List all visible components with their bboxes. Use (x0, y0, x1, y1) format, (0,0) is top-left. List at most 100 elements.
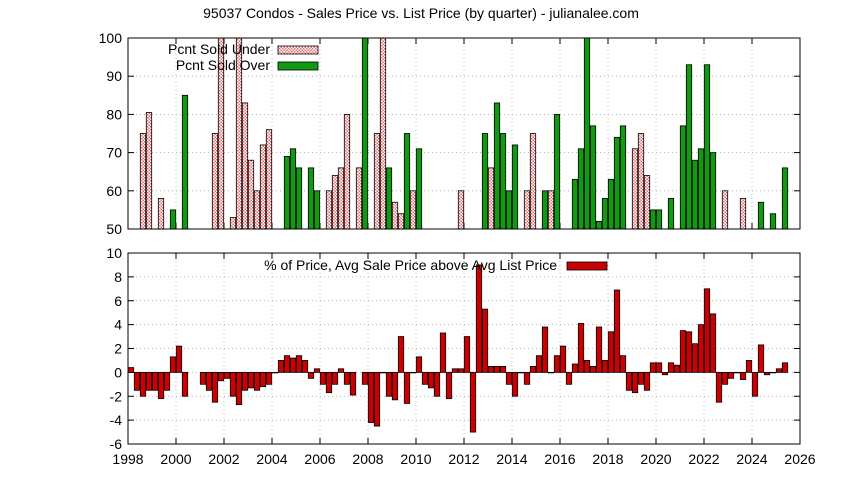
bar-avg-sale-above-list (361, 371, 369, 385)
bar-avg-sale-above-list (247, 371, 255, 389)
bar-sold-over (403, 133, 411, 230)
y-tick-label: 8 (114, 269, 122, 285)
bar-avg-sale-above-list (415, 356, 423, 373)
x-tick-label: 2014 (496, 451, 527, 467)
bar-avg-sale-above-list (469, 371, 477, 433)
bar-sold-over (601, 198, 609, 230)
bar-avg-sale-above-list (517, 371, 525, 374)
chart-title: 95037 Condos - Sales Price vs. List Pric… (203, 5, 639, 21)
bar-avg-sale-above-list (697, 324, 705, 373)
bar-avg-sale-above-list (463, 336, 471, 373)
bar-avg-sale-above-list (397, 336, 405, 373)
bar-avg-sale-above-list (319, 371, 327, 385)
bar-avg-sale-above-list (553, 355, 561, 373)
x-tick-label: 2008 (352, 451, 383, 467)
bar-sold-over (481, 133, 489, 230)
bar-avg-sale-above-list (763, 371, 771, 376)
bar-sold-over (769, 213, 777, 230)
bar-sold-over (493, 102, 501, 230)
bar-sold-under (391, 201, 399, 230)
x-tick-label: 2026 (784, 451, 815, 467)
bar-sold-over (295, 167, 303, 230)
bar-sold-under (253, 190, 261, 230)
x-tick-label: 2000 (160, 451, 191, 467)
x-tick-label: 2024 (736, 451, 767, 467)
bar-sold-under (259, 144, 267, 230)
bar-avg-sale-above-list (709, 313, 717, 373)
x-tick-label: 2016 (544, 451, 575, 467)
bar-sold-over (697, 148, 705, 230)
bar-avg-sale-above-list (199, 371, 207, 385)
bar-avg-sale-above-list (325, 371, 333, 394)
bar-avg-sale-above-list (421, 371, 429, 385)
bar-avg-sale-above-list (439, 332, 447, 373)
plot-frame (127, 37, 801, 230)
x-tick-label: 2010 (400, 451, 431, 467)
bar-avg-sale-above-list (169, 356, 177, 373)
bar-sold-under (229, 217, 237, 230)
bar-sold-over (289, 148, 297, 230)
bar-avg-sale-above-list (163, 371, 171, 391)
bar-sold-over (595, 220, 603, 230)
bar-avg-sale-above-list (631, 371, 639, 394)
x-tick-label: 2006 (304, 451, 335, 467)
legend-swatch (277, 45, 319, 55)
bar-sold-over (313, 190, 321, 230)
bar-avg-sale-above-list (577, 323, 585, 373)
bar-sold-over (709, 152, 717, 230)
bar-avg-sale-above-list (277, 360, 285, 373)
bar-avg-sale-above-list (127, 367, 135, 373)
bar-sold-under (325, 190, 333, 230)
y-tick-label: 10 (106, 245, 122, 261)
bar-sold-over (283, 156, 291, 230)
bar-sold-over (169, 209, 177, 230)
bar-sold-over (679, 125, 687, 230)
legend-label: Pcnt Sold Under (168, 41, 270, 57)
bar-sold-under (337, 167, 345, 230)
bar-avg-sale-above-list (175, 345, 183, 373)
bar-sold-over (649, 209, 657, 230)
bar-avg-sale-above-list (595, 326, 603, 373)
bar-avg-sale-above-list (571, 363, 579, 373)
bar-avg-sale-above-list (493, 366, 501, 373)
bar-avg-sale-above-list (721, 371, 729, 385)
bar-avg-sale-above-list (373, 371, 381, 427)
y-tick-label: 0 (114, 364, 122, 380)
bar-sold-over (499, 133, 507, 230)
bar-avg-sale-above-list (541, 326, 549, 373)
y-tick-label: 70 (106, 145, 122, 161)
bar-sold-under (331, 175, 339, 230)
plot-frame (127, 252, 801, 445)
bar-sold-over (589, 125, 597, 230)
bar-sold-over (757, 201, 765, 230)
bar-sold-under (343, 114, 351, 230)
bar-avg-sale-above-list (385, 371, 393, 397)
bar-avg-sale-above-list (343, 371, 351, 385)
bar-sold-over (577, 148, 585, 230)
bar-avg-sale-above-list (481, 308, 489, 373)
bar-avg-sale-above-list (667, 362, 675, 373)
bar-avg-sale-above-list (337, 368, 345, 373)
bar-sold-over (583, 37, 591, 230)
bar-avg-sale-above-list (505, 371, 513, 385)
bar-sold-over (613, 136, 621, 230)
bar-avg-sale-above-list (295, 355, 303, 373)
bar-sold-over (553, 114, 561, 230)
bar-avg-sale-above-list (445, 371, 453, 400)
bar-sold-under (355, 167, 363, 230)
bar-sold-under (547, 190, 555, 230)
bar-avg-sale-above-list (769, 371, 777, 374)
bar-sold-under (265, 129, 273, 230)
bar-avg-sale-above-list (349, 371, 357, 396)
bar-avg-sale-above-list (379, 371, 387, 374)
y-tick-label: 6 (114, 293, 122, 309)
bar-sold-over (361, 37, 369, 230)
bar-avg-sale-above-list (511, 371, 519, 397)
bar-avg-sale-above-list (535, 355, 543, 373)
bar-avg-sale-above-list (367, 371, 375, 423)
bar-avg-sale-above-list (283, 355, 291, 373)
y-tick-label: 2 (114, 341, 122, 357)
bar-avg-sale-above-list (679, 330, 687, 373)
y-tick-label: -4 (110, 412, 123, 428)
